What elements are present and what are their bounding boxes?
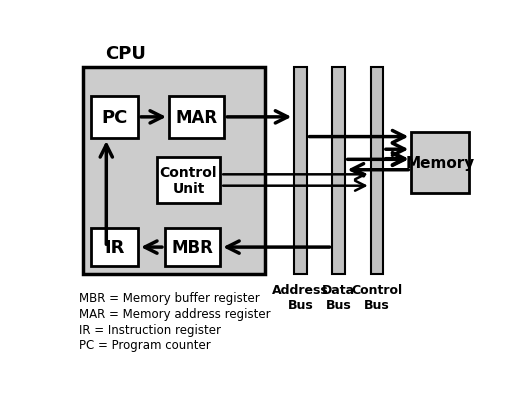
Bar [370, 68, 383, 274]
Text: MBR: MBR [172, 238, 214, 256]
Bar [157, 158, 220, 203]
Bar [91, 96, 138, 139]
Bar [165, 229, 220, 266]
Text: MAR = Memory address register: MAR = Memory address register [78, 307, 270, 320]
Bar [91, 229, 138, 266]
Bar [169, 96, 224, 139]
Bar [83, 68, 266, 274]
Text: Control
Unit: Control Unit [160, 166, 217, 196]
Bar [411, 133, 469, 194]
Text: Address
Bus: Address Bus [272, 284, 329, 312]
Text: PC = Program counter: PC = Program counter [78, 339, 210, 352]
Text: PC: PC [101, 109, 128, 126]
Bar [332, 68, 344, 274]
Text: Memory: Memory [405, 156, 475, 171]
Text: CPU: CPU [105, 45, 146, 63]
Text: Data
Bus: Data Bus [322, 284, 355, 312]
Text: Control
Bus: Control Bus [351, 284, 402, 312]
Text: MBR = Memory buffer register: MBR = Memory buffer register [78, 291, 259, 304]
Bar [294, 68, 306, 274]
Text: MAR: MAR [175, 109, 218, 126]
Text: IR = Instruction register: IR = Instruction register [78, 323, 220, 336]
Text: IR: IR [104, 238, 125, 256]
